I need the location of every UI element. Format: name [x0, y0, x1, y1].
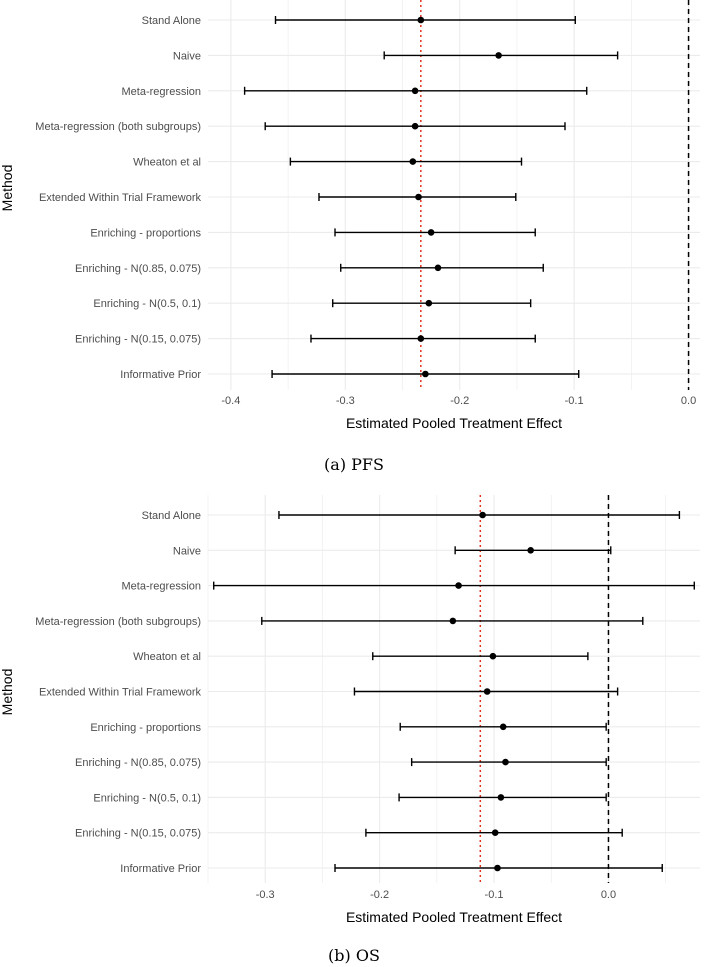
- method-label: Enriching - N(0.85, 0.075): [75, 757, 201, 769]
- point-estimate: [483, 688, 491, 695]
- x-tick-label: -0.1: [565, 395, 584, 407]
- method-label: Enriching - N(0.5, 0.1): [93, 792, 201, 804]
- method-label: Enriching - N(0.15, 0.075): [75, 828, 201, 840]
- point-estimate: [422, 370, 429, 378]
- method-label: Wheaton et al: [133, 157, 201, 169]
- point-estimate: [425, 299, 433, 307]
- x-tick-label: 0.0: [601, 889, 616, 901]
- method-label: Wheaton et al: [133, 651, 201, 663]
- point-estimate: [417, 335, 425, 342]
- x-tick-label: -0.3: [336, 395, 355, 407]
- method-label: Extended Within Trial Framework: [39, 687, 201, 699]
- method-label: Stand Alone: [142, 510, 201, 522]
- panel-caption: (b) OS: [328, 946, 380, 965]
- method-label: Enriching - N(0.85, 0.075): [75, 263, 201, 275]
- panel-caption: (a) PFS: [324, 455, 384, 474]
- x-tick-label: 0.0: [681, 395, 696, 407]
- x-tick-label: -0.3: [256, 889, 275, 901]
- point-estimate: [491, 829, 499, 836]
- method-label: Enriching - N(0.15, 0.075): [75, 334, 201, 346]
- y-axis-title: Method: [0, 669, 15, 716]
- y-axis-title: Method: [0, 165, 15, 212]
- method-label: Extended Within Trial Framework: [39, 192, 201, 204]
- forest-panel-pfs: Stand Alone Naive Meta-regression Meta-regr…: [0, 0, 700, 474]
- method-label: Naive: [173, 50, 201, 62]
- method-label: Enriching - proportions: [90, 227, 201, 239]
- forest-panel-os: Stand Alone Naive Meta-regression Meta-regr…: [0, 495, 700, 965]
- point-estimate: [411, 87, 419, 95]
- x-tick-label: -0.4: [221, 395, 240, 407]
- x-axis-title: Estimated Pooled Treatment Effect: [346, 415, 562, 431]
- method-label: Meta-regression: [122, 581, 201, 593]
- point-estimate: [449, 617, 457, 625]
- x-axis-title: Estimated Pooled Treatment Effect: [346, 909, 562, 925]
- point-estimate: [434, 264, 442, 272]
- point-estimate: [489, 652, 497, 660]
- point-estimate: [494, 864, 501, 872]
- method-label: Naive: [173, 545, 201, 557]
- point-estimate: [427, 229, 435, 236]
- method-label: Enriching - N(0.5, 0.1): [93, 298, 201, 310]
- point-estimate: [502, 758, 509, 766]
- point-estimate: [527, 547, 534, 554]
- method-label: Meta-regression: [122, 86, 201, 98]
- point-estimate: [415, 193, 422, 201]
- point-estimate: [411, 122, 419, 130]
- point-estimate: [495, 52, 502, 59]
- method-label: Stand Alone: [142, 15, 201, 27]
- x-tick-label: -0.2: [370, 889, 389, 901]
- method-label: Meta-regression (both subgroups): [35, 616, 201, 628]
- point-estimate: [499, 723, 507, 731]
- point-estimate: [417, 16, 425, 24]
- method-label: Informative Prior: [120, 369, 201, 381]
- method-label: Meta-regression (both subgroups): [35, 121, 201, 133]
- point-estimate: [497, 794, 505, 801]
- method-label: Informative Prior: [120, 863, 201, 875]
- x-tick-label: -0.2: [450, 395, 469, 407]
- point-estimate: [409, 158, 417, 165]
- point-estimate: [455, 582, 462, 589]
- method-label: Enriching - proportions: [90, 722, 201, 734]
- point-estimate: [479, 511, 486, 519]
- x-tick-label: -0.1: [485, 889, 504, 901]
